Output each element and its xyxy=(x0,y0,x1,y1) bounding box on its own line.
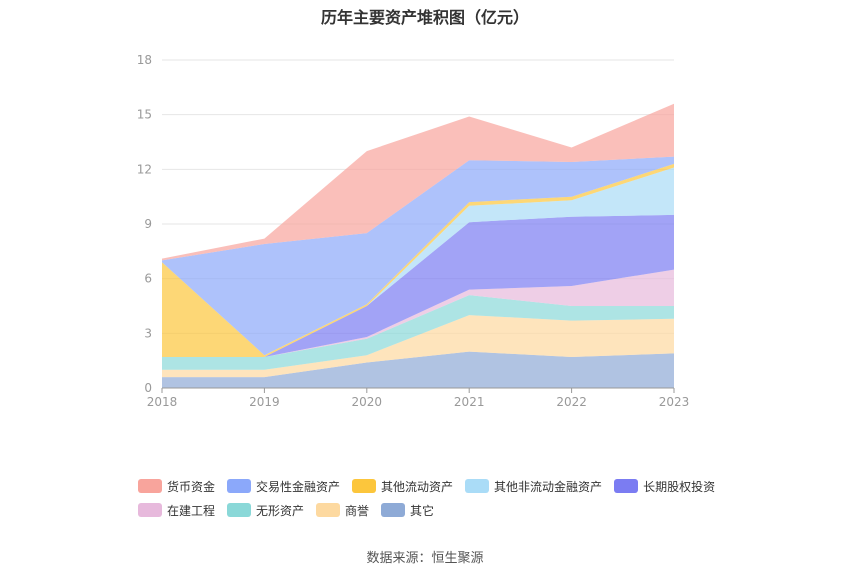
legend-item[interactable]: 其它 xyxy=(381,502,434,519)
area-其它 xyxy=(162,351,674,388)
legend-swatch xyxy=(227,479,252,493)
legend-label: 交易性金融资产 xyxy=(256,479,341,494)
legend-item[interactable]: 商誉 xyxy=(316,502,369,519)
legend: 货币资金 交易性金融资产 其他流动资产 其他非流动金融资产 长期股权投资 在建工程 无形资… xyxy=(138,474,758,522)
legend-item[interactable]: 货币资金 xyxy=(138,478,215,495)
legend-swatch xyxy=(465,479,490,493)
x-tick-label: 2020 xyxy=(352,395,383,409)
legend-swatch xyxy=(316,503,341,517)
y-tick-label: 0 xyxy=(144,381,152,395)
legend-label: 其它 xyxy=(410,503,435,518)
legend-label: 其他流动资产 xyxy=(381,479,454,494)
area-series xyxy=(162,103,674,388)
area-交易性金融资产 xyxy=(162,156,674,356)
area-在建工程 xyxy=(162,269,674,357)
y-tick-label: 12 xyxy=(137,162,152,176)
legend-swatch xyxy=(614,479,639,493)
area-其他非流动金融资产 xyxy=(162,167,674,357)
legend-label: 货币资金 xyxy=(167,479,216,494)
y-tick-label: 9 xyxy=(144,217,152,231)
y-tick-label: 15 xyxy=(137,108,152,122)
legend-item[interactable]: 长期股权投资 xyxy=(614,478,715,495)
legend-label: 在建工程 xyxy=(167,503,216,518)
legend-label: 无形资产 xyxy=(256,503,305,518)
y-tick-label: 6 xyxy=(144,272,152,286)
legend-item[interactable]: 交易性金融资产 xyxy=(227,478,340,495)
legend-label: 其他非流动金融资产 xyxy=(494,479,603,494)
area-商誉 xyxy=(162,315,674,378)
legend-item[interactable]: 在建工程 xyxy=(138,502,215,519)
area-长期股权投资 xyxy=(162,214,674,357)
chart-title: 历年主要资产堆积图（亿元） xyxy=(320,8,529,27)
area-货币资金 xyxy=(162,103,674,261)
source-note: 数据来源：恒生聚源 xyxy=(366,551,484,566)
x-tick-label: 2023 xyxy=(659,395,690,409)
x-tick-label: 2021 xyxy=(454,395,485,409)
y-tick-label: 3 xyxy=(144,326,152,340)
legend-swatch xyxy=(138,479,162,493)
legend-item[interactable]: 其他流动资产 xyxy=(352,478,453,495)
area-无形资产 xyxy=(162,295,674,370)
legend-swatch xyxy=(138,503,162,517)
legend-swatch xyxy=(352,479,377,493)
legend-label: 商誉 xyxy=(345,503,370,518)
legend-item[interactable]: 无形资产 xyxy=(227,502,304,519)
axes: 0 3 6 9 12 15 18 2018 2019 2020 2021 2022 2023 xyxy=(137,53,690,409)
y-tick-label: 18 xyxy=(137,53,152,67)
legend-label: 长期股权投资 xyxy=(643,479,716,494)
stacked-area-chart: 0 3 6 9 12 15 18 2018 2019 2020 2021 2022 2023 xyxy=(137,53,690,409)
legend-item[interactable]: 其他非流动金融资产 xyxy=(465,478,602,495)
legend-row: 在建工程 无形资产 商誉 其它 xyxy=(138,498,758,522)
legend-row: 货币资金 交易性金融资产 其他流动资产 其他非流动金融资产 长期股权投资 xyxy=(138,474,758,498)
x-tick-label: 2018 xyxy=(147,395,178,409)
x-tick-label: 2019 xyxy=(249,395,280,409)
legend-swatch xyxy=(381,503,406,517)
legend-swatch xyxy=(227,503,252,517)
area-其他流动资产 xyxy=(162,163,674,357)
x-tick-label: 2022 xyxy=(556,395,587,409)
